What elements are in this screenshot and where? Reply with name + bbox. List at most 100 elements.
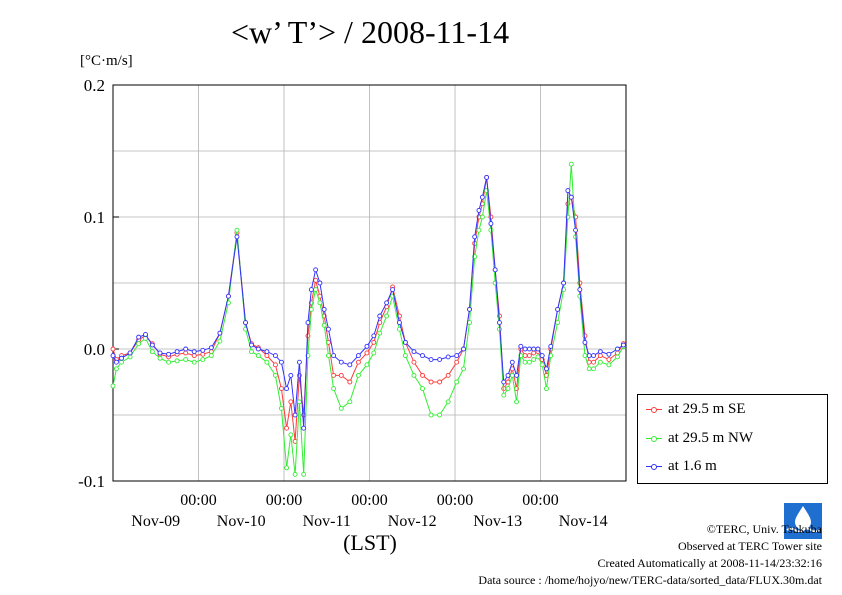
data-point <box>591 366 596 372</box>
data-point <box>234 227 240 233</box>
data-point <box>428 357 434 363</box>
data-point <box>445 354 451 360</box>
x-axis-label: (LST) <box>343 530 397 555</box>
legend-item-nw: at 29.5 m NW <box>646 430 753 447</box>
y-tick-label: 0.1 <box>84 208 105 227</box>
data-point <box>402 339 408 345</box>
data-point <box>157 350 163 356</box>
x-tick-date: Nov-13 <box>473 513 522 530</box>
data-point <box>292 471 298 477</box>
data-point <box>505 372 511 378</box>
data-point <box>606 357 612 363</box>
data-point <box>255 346 261 352</box>
data-point <box>127 350 133 356</box>
data-point <box>445 372 451 378</box>
data-point <box>326 353 331 359</box>
data-point <box>364 362 370 368</box>
data-point <box>606 351 612 357</box>
data-point <box>514 399 520 405</box>
data-point <box>384 313 390 319</box>
data-point <box>531 346 537 352</box>
x-tick-date: Nov-14 <box>559 513 608 530</box>
data-point <box>136 341 142 347</box>
data-point <box>355 372 361 378</box>
data-point <box>119 359 125 365</box>
data-point <box>539 362 545 368</box>
data-point <box>308 287 314 293</box>
data-point <box>249 349 254 355</box>
data-point <box>288 399 294 405</box>
data-point <box>273 353 278 359</box>
data-point <box>522 353 528 359</box>
data-point <box>411 349 417 355</box>
data-point <box>249 342 254 348</box>
legend-item-1-6m: at 1.6 m <box>646 458 717 475</box>
data-point <box>321 322 327 328</box>
x-tick-date: Nov-09 <box>131 513 180 530</box>
y-tick-labels: -0.1 0.0 0.1 0.2 <box>78 76 119 491</box>
data-point <box>535 354 541 360</box>
data-point <box>331 353 337 359</box>
data-point <box>420 353 425 359</box>
series-0 <box>110 174 626 444</box>
y-axis-unit: [°C·m/s] <box>80 53 133 69</box>
data-point <box>582 353 588 359</box>
x-tick-time: 00:00 <box>522 492 558 509</box>
grid-lines <box>113 84 626 482</box>
data-point <box>509 372 515 378</box>
data-point <box>476 227 482 233</box>
data-point <box>467 306 472 312</box>
data-point <box>548 343 554 349</box>
data-point <box>284 425 290 431</box>
data-point <box>505 386 511 392</box>
data-point <box>420 372 425 378</box>
data-point <box>411 372 417 378</box>
data-point <box>347 379 353 385</box>
data-point <box>313 277 319 283</box>
data-point <box>390 287 396 293</box>
data-point <box>514 372 520 378</box>
data-point <box>174 358 180 364</box>
data-point <box>371 350 377 356</box>
data-point <box>208 353 214 359</box>
data-point <box>338 359 344 365</box>
data-point <box>217 330 223 336</box>
data-point <box>338 405 344 411</box>
data-point <box>555 320 561 326</box>
data-point <box>568 194 574 200</box>
data-point <box>305 320 311 326</box>
data-point <box>191 349 197 355</box>
data-point <box>296 399 302 405</box>
data-point <box>371 339 377 345</box>
data-point <box>445 399 451 405</box>
data-point <box>428 412 434 418</box>
data-point <box>522 359 528 365</box>
data-point <box>225 293 231 299</box>
data-point <box>278 359 284 365</box>
legend-label-nw: at 29.5 m NW <box>668 430 753 446</box>
data-point <box>526 359 532 365</box>
y-tick-label: 0.2 <box>84 76 105 95</box>
data-point <box>331 386 337 392</box>
legend-item-se: at 29.5 m SE <box>646 401 746 418</box>
data-point <box>555 306 561 312</box>
data-point <box>278 405 284 411</box>
data-point <box>364 343 370 349</box>
data-point <box>288 372 294 378</box>
data-point <box>355 359 361 365</box>
data-point <box>518 343 524 349</box>
data-point <box>497 320 502 326</box>
x-tick-date: Nov-10 <box>217 513 266 530</box>
series-line <box>112 164 624 475</box>
data-point <box>582 339 588 345</box>
data-point <box>119 355 125 361</box>
data-point <box>166 359 172 365</box>
data-point <box>586 353 592 359</box>
data-point <box>355 353 361 359</box>
data-point <box>411 359 417 365</box>
x-tick-time: 00:00 <box>351 492 387 509</box>
data-point <box>428 379 434 385</box>
data-point <box>284 465 290 471</box>
data-point <box>561 280 567 286</box>
data-point <box>371 333 377 339</box>
